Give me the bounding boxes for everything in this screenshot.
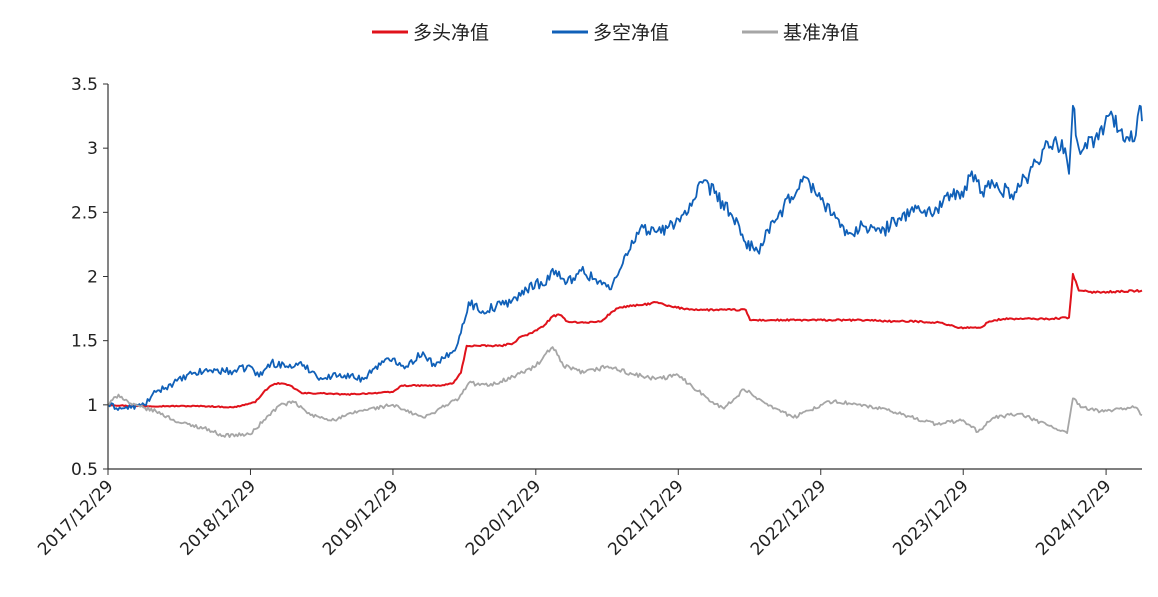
legend: 多头净值 多空净值 基准净值: [372, 22, 859, 44]
x-tick-label: 2019/12/29: [319, 476, 402, 559]
x-tick-label: 2022/12/29: [747, 476, 830, 559]
series-line-3: [107, 346, 1143, 438]
y-tick-label: 3: [87, 139, 98, 159]
y-tick-label: 0.5: [71, 460, 98, 480]
x-tick-label: 2024/12/29: [1032, 476, 1115, 559]
x-tick-label: 2023/12/29: [889, 476, 972, 559]
y-tick-label: 1: [87, 396, 98, 416]
y-tick-label: 2: [87, 268, 98, 288]
legend-label-1: 多头净值: [413, 22, 489, 44]
y-tick-label: 3.5: [71, 75, 98, 95]
y-tick-label: 1.5: [71, 332, 98, 352]
legend-label-3: 基准净值: [783, 22, 859, 44]
legend-label-2: 多空净值: [593, 22, 669, 44]
x-tick-label: 2017/12/29: [34, 476, 117, 559]
x-tick-label: 2020/12/29: [462, 476, 545, 559]
series-layer: [107, 104, 1143, 438]
series-line-2: [107, 104, 1143, 411]
x-tick-label: 2018/12/29: [177, 476, 260, 559]
series-line-1: [107, 272, 1143, 409]
axes-layer: 0.5 1 1.5 2 2.5 3 3.5 2017/12/29 2018/12/29 2019/…: [34, 75, 1142, 560]
x-tick-label: 2021/12/29: [604, 476, 687, 559]
y-tick-label: 2.5: [71, 203, 98, 223]
